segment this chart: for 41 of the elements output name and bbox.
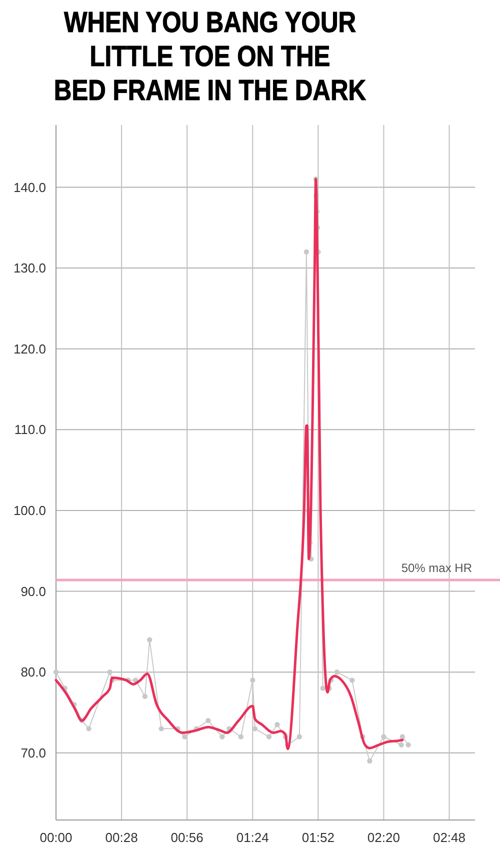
x-tick-label: 01:52	[302, 830, 334, 845]
point	[206, 718, 211, 724]
point	[86, 726, 92, 732]
point	[320, 686, 326, 691]
point	[250, 678, 256, 683]
point	[238, 734, 244, 740]
y-tick-label: 140.0	[13, 180, 46, 195]
point	[266, 734, 272, 740]
point	[400, 734, 406, 740]
point	[107, 670, 112, 675]
chart-title: WHEN YOU BANG YOUR LITTLE TOE ON THE BED FRAME IN THE DARK	[54, 6, 367, 106]
point	[381, 734, 386, 740]
point	[367, 758, 372, 764]
point	[334, 670, 340, 675]
point	[296, 734, 302, 740]
x-tick-label: 02:48	[432, 830, 466, 845]
y-tick-label: 110.0	[14, 422, 46, 438]
y-tick-label: 100.0	[13, 503, 46, 518]
y-tick-label: 70.0	[20, 745, 46, 760]
point	[147, 637, 152, 642]
point	[406, 742, 411, 748]
x-tick-label: 00:00	[40, 830, 72, 845]
y-tick-label: 130.0	[13, 260, 46, 276]
x-tick-label: 00:56	[170, 830, 204, 845]
point	[53, 670, 59, 675]
x-tick-label: 02:20	[367, 830, 400, 845]
point	[274, 722, 280, 728]
ref-line-label: 50% max HR	[401, 560, 472, 575]
point	[220, 734, 225, 740]
point	[350, 678, 355, 683]
point	[398, 742, 404, 748]
point	[252, 726, 258, 732]
point	[142, 694, 148, 699]
x-tick-label: 01:24	[236, 830, 269, 845]
y-tick-label: 80.0	[20, 664, 46, 680]
point	[304, 249, 310, 254]
y-tick-label: 120.0	[13, 341, 46, 356]
point	[158, 726, 164, 732]
y-tick-label: 90.0	[20, 584, 46, 599]
x-tick-label: 00:28	[105, 830, 138, 845]
point	[182, 734, 188, 740]
